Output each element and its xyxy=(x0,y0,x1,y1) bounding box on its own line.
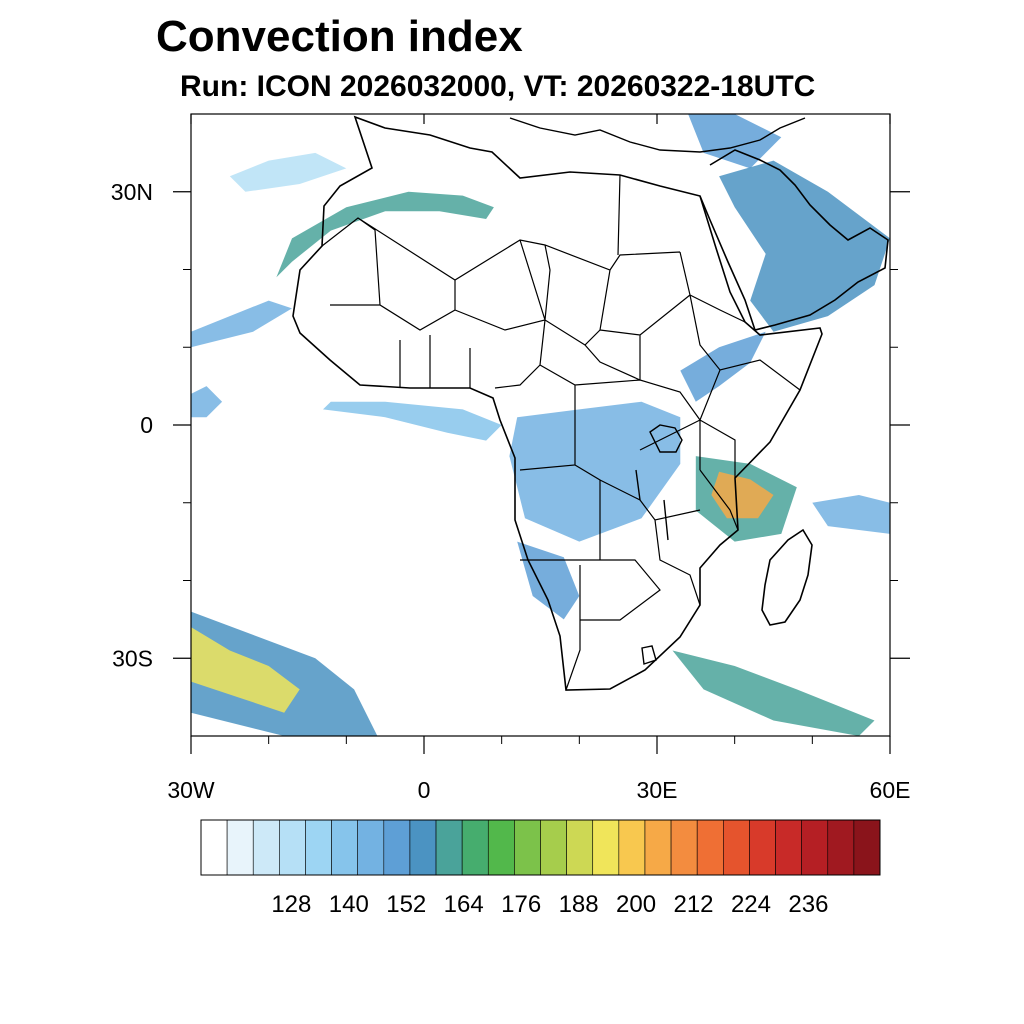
colorbar-swatch xyxy=(566,819,594,876)
x-tick-label: 60E xyxy=(870,777,911,803)
chart-subtitle: Run: ICON 2026032000, VT: 20260322-18UTC xyxy=(180,70,816,103)
y-tick-label: 0 xyxy=(140,412,153,438)
axis-ticks: 30W 0 30E 60E 30N 0 30S xyxy=(111,114,911,803)
convection-area-band-north-atlantic-arc xyxy=(229,152,347,192)
colorbar-swatch xyxy=(775,819,802,876)
colorbar: 128 140 152 164 176 188 200 212 224 236 xyxy=(200,819,881,918)
colorbar-swatch xyxy=(723,819,750,876)
colorbar-swatch xyxy=(696,819,724,876)
colorbar-label: 152 xyxy=(386,891,426,918)
convection-area-cluster-east-africa xyxy=(680,331,766,402)
colorbar-label: 176 xyxy=(501,891,541,918)
convection-area-cluster-south-atlantic-hot xyxy=(191,627,300,713)
country-borders xyxy=(321,174,801,691)
convection-area-cluster-mediterranean xyxy=(688,114,782,169)
arabia-coastline xyxy=(699,149,889,331)
convection-field xyxy=(191,114,890,736)
great-lakes xyxy=(635,424,683,665)
convection-area-cluster-arabia xyxy=(719,160,890,332)
colorbar-swatch xyxy=(331,819,358,876)
convection-area-cluster-south-indian xyxy=(672,650,875,736)
convection-area-cluster-equatorial-atlantic xyxy=(323,401,502,441)
colorbar-swatch xyxy=(618,819,646,876)
colorbar-swatch xyxy=(226,819,254,876)
colorbar-swatch xyxy=(644,819,672,876)
coastlines-and-borders xyxy=(292,115,889,691)
colorbar-frame xyxy=(200,819,881,876)
colorbar-label: 140 xyxy=(329,891,369,918)
colorbar-label: 128 xyxy=(271,891,311,918)
colorbar-swatch xyxy=(383,819,411,876)
colorbar-label: 236 xyxy=(788,891,828,918)
mediterranean-north-coastline xyxy=(509,117,806,153)
convection-area-cluster-namibia xyxy=(517,541,580,620)
chart-title: Convection index xyxy=(156,12,523,61)
convection-area-cluster-east-indian xyxy=(812,495,890,534)
colorbar-swatch xyxy=(279,819,306,876)
convection-area-band-west-atlantic xyxy=(191,300,292,348)
colorbar-label: 224 xyxy=(731,891,771,918)
colorbar-swatch xyxy=(305,819,332,876)
x-tick-label: 30W xyxy=(167,777,215,803)
colorbar-swatch xyxy=(514,819,541,876)
colorbar-swatch xyxy=(409,819,437,876)
convection-area-band-sahara-north xyxy=(276,191,494,278)
colorbar-swatch xyxy=(749,819,776,876)
colorbar-swatch xyxy=(540,819,567,876)
x-tick-label: 30E xyxy=(637,777,678,803)
colorbar-label: 188 xyxy=(559,891,599,918)
colorbar-swatch xyxy=(801,819,829,876)
x-tick-label: 0 xyxy=(418,777,431,803)
colorbar-swatch xyxy=(461,819,489,876)
colorbar-swatch xyxy=(357,819,385,876)
colorbar-swatch xyxy=(592,819,620,876)
colorbar-label: 212 xyxy=(673,891,713,918)
convection-area-cluster-south-atlantic-ring xyxy=(191,611,378,736)
africa-coastline xyxy=(292,115,823,691)
colorbar-label: 164 xyxy=(444,891,484,918)
madagascar-coastline xyxy=(761,528,813,626)
colorbar-swatch xyxy=(487,819,515,876)
colorbar-swatch xyxy=(200,819,228,876)
y-tick-label: 30S xyxy=(112,645,153,671)
colorbar-swatch xyxy=(252,819,280,876)
y-tick-label: 30N xyxy=(111,179,153,205)
colorbar-swatch xyxy=(670,819,698,876)
colorbar-swatch xyxy=(827,819,855,876)
colorbar-swatch xyxy=(435,819,463,876)
convection-area-cluster-west-equator xyxy=(191,386,223,418)
convection-area-cluster-congo-basin xyxy=(509,401,681,542)
colorbar-swatch xyxy=(853,819,881,876)
colorbar-label: 200 xyxy=(616,891,656,918)
